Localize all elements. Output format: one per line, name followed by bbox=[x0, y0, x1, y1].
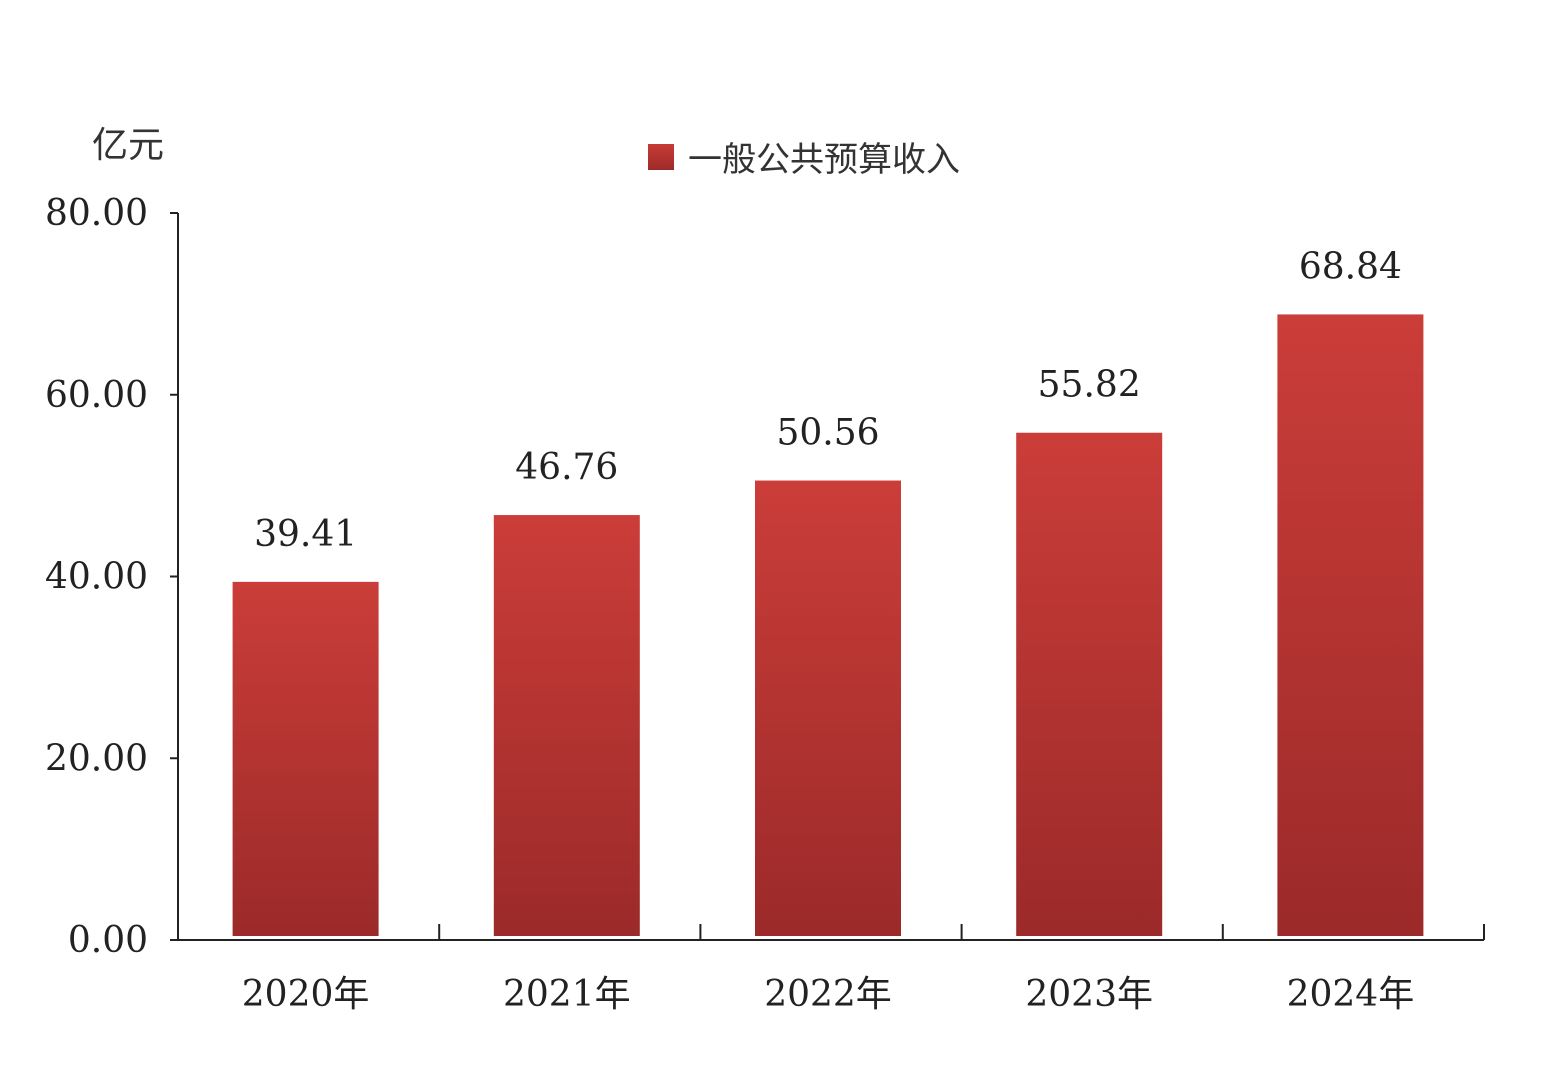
bar-2021年 bbox=[493, 515, 640, 936]
x-tick-label: 2020年 bbox=[242, 974, 370, 1015]
data-label: 46.76 bbox=[515, 447, 618, 488]
y-tick-label: 20.00 bbox=[45, 738, 148, 779]
bar-2022年 bbox=[755, 480, 901, 936]
x-tick-label: 2021年 bbox=[503, 974, 631, 1015]
bar-2020年 bbox=[232, 581, 379, 936]
y-tick-label: 80.00 bbox=[45, 193, 148, 234]
data-label: 68.84 bbox=[1299, 246, 1402, 287]
y-tick-label: 40.00 bbox=[45, 557, 148, 598]
legend-swatch bbox=[648, 143, 674, 170]
legend: 一般公共预算收入 bbox=[648, 132, 960, 181]
bars-layer bbox=[232, 314, 1424, 936]
bar-2023年 bbox=[1016, 432, 1163, 936]
y-axis-unit-label: 亿元 bbox=[92, 125, 165, 166]
data-label: 39.41 bbox=[254, 514, 357, 555]
x-tick-label: 2023年 bbox=[1025, 974, 1153, 1015]
bar-2024年 bbox=[1277, 314, 1424, 936]
data-label: 50.56 bbox=[776, 413, 879, 454]
labels-layer: 39.41 2020年 46.76 2021年 50.56 2022年 55.82 2023年… bbox=[242, 246, 1414, 1015]
legend-label: 一般公共预算收入 bbox=[688, 140, 960, 180]
data-label: 55.82 bbox=[1038, 365, 1141, 406]
y-tick-label: 0.00 bbox=[68, 920, 148, 961]
axes-layer: 0.00 20.00 40.00 60.00 80.00 bbox=[45, 193, 1485, 961]
x-tick-label: 2024年 bbox=[1287, 974, 1415, 1015]
x-tick-label: 2022年 bbox=[764, 974, 892, 1015]
y-tick-label: 60.00 bbox=[45, 375, 148, 416]
